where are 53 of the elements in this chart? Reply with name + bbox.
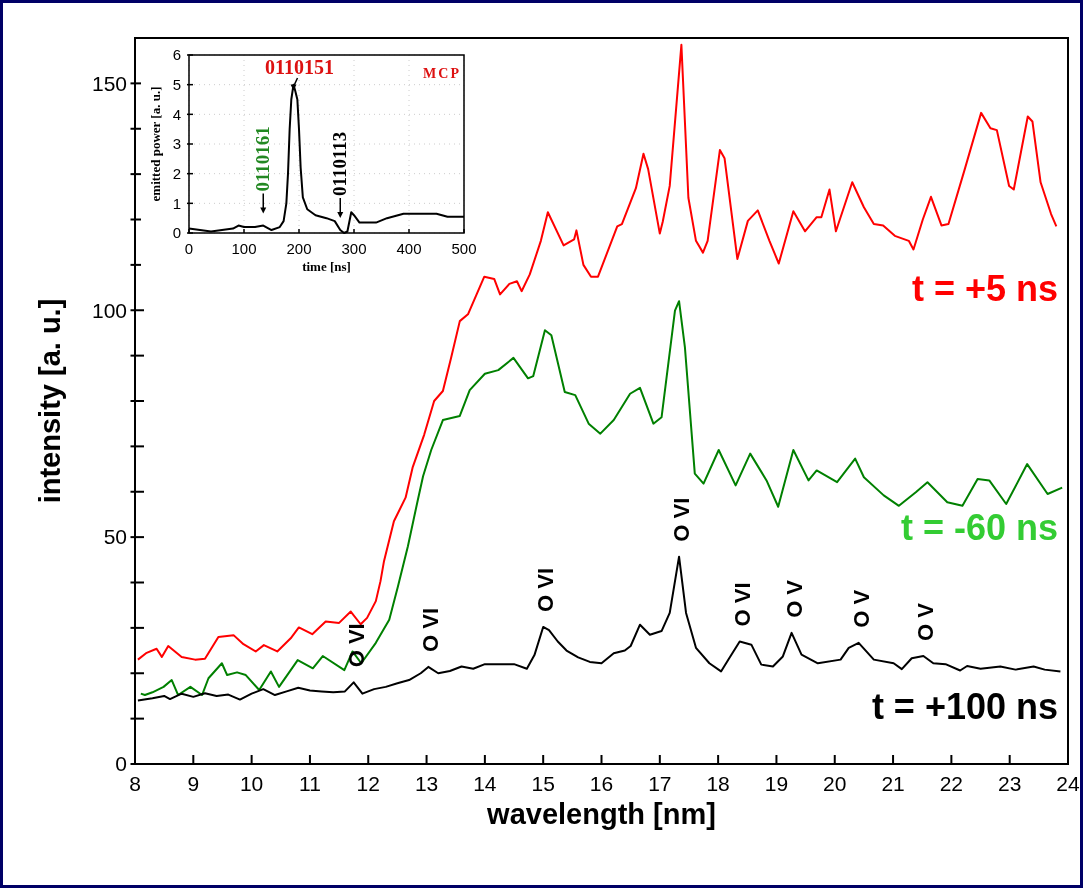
x-axis-title: wavelength [nm] xyxy=(486,798,716,830)
x-tick-label: 13 xyxy=(414,772,439,795)
x-tick-label: 14 xyxy=(473,772,497,795)
x-tick-label: 19 xyxy=(764,772,789,795)
annotation: O VI xyxy=(669,497,695,542)
x-tick-label: 16 xyxy=(589,772,614,795)
annotation: O VI xyxy=(418,607,444,652)
annotation: O V xyxy=(781,579,807,618)
x-tick-label: 400 xyxy=(396,240,422,257)
x-tick-label: 300 xyxy=(341,240,367,257)
annotation: O V xyxy=(848,589,874,628)
x-tick-label: 200 xyxy=(286,240,312,257)
series-label: t = +100 ns xyxy=(871,686,1058,728)
annotation: O V xyxy=(913,602,939,642)
y-tick-label: 150 xyxy=(91,71,127,95)
annotation: O VI xyxy=(533,567,559,612)
annotation: 0110113 xyxy=(329,131,351,197)
x-tick-label: 500 xyxy=(451,240,477,257)
y-tick-label: 100 xyxy=(91,298,127,322)
annotation: 0110151 xyxy=(265,56,334,78)
y-tick-label: 2 xyxy=(172,164,181,182)
y-tick-label: 0 xyxy=(115,752,127,776)
x-tick-label: 12 xyxy=(356,772,380,795)
y-axis-title: emitted power [a. u.] xyxy=(148,86,163,202)
series-label: t = +5 ns xyxy=(911,268,1058,310)
annotation: MCP xyxy=(423,66,461,81)
x-tick-label: 24 xyxy=(1056,772,1080,795)
x-tick-label: 8 xyxy=(129,772,141,795)
y-tick-label: 4 xyxy=(172,105,181,123)
y-tick-label: 5 xyxy=(172,75,181,93)
x-tick-label: 18 xyxy=(706,772,730,795)
x-tick-label: 11 xyxy=(299,772,321,795)
x-tick-label: 0 xyxy=(184,240,194,257)
x-tick-label: 9 xyxy=(187,772,200,795)
annotation: O VI xyxy=(343,623,369,668)
x-tick-label: 22 xyxy=(939,772,964,795)
y-tick-label: 50 xyxy=(103,525,127,549)
y-tick-label: 1 xyxy=(172,194,181,212)
y-tick-label: 0 xyxy=(172,224,181,242)
y-tick-label: 3 xyxy=(172,135,181,153)
x-tick-label: 21 xyxy=(881,772,905,795)
annotation: O VI xyxy=(729,582,755,627)
x-tick-label: 15 xyxy=(531,772,555,795)
x-tick-label: 100 xyxy=(231,240,257,257)
y-axis-title: intensity [a. u.] xyxy=(34,298,66,504)
x-tick-label: 23 xyxy=(998,772,1022,795)
series-label: t = -60 ns xyxy=(900,506,1058,548)
x-tick-label: 10 xyxy=(239,772,264,795)
annotation: 0110161 xyxy=(252,126,274,192)
x-axis-title: time [ns] xyxy=(302,259,351,274)
y-tick-label: 6 xyxy=(172,46,181,64)
x-tick-label: 20 xyxy=(823,772,847,795)
x-tick-label: 17 xyxy=(648,772,672,795)
